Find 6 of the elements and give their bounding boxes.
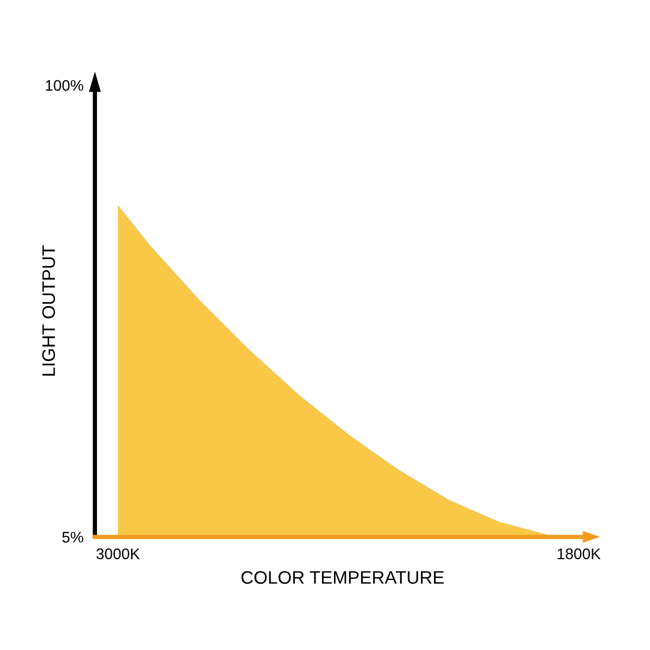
y-tick-label: 5% <box>62 532 84 543</box>
x-tick-label: 3000K <box>96 548 140 560</box>
y-tick-label: 100% <box>46 80 84 91</box>
x-axis-title: COLOR TEMPERATURE <box>241 571 444 584</box>
x-tick-label: 1800K <box>558 548 601 560</box>
y-axis-title: LIGHT OUTPUT <box>42 245 56 376</box>
